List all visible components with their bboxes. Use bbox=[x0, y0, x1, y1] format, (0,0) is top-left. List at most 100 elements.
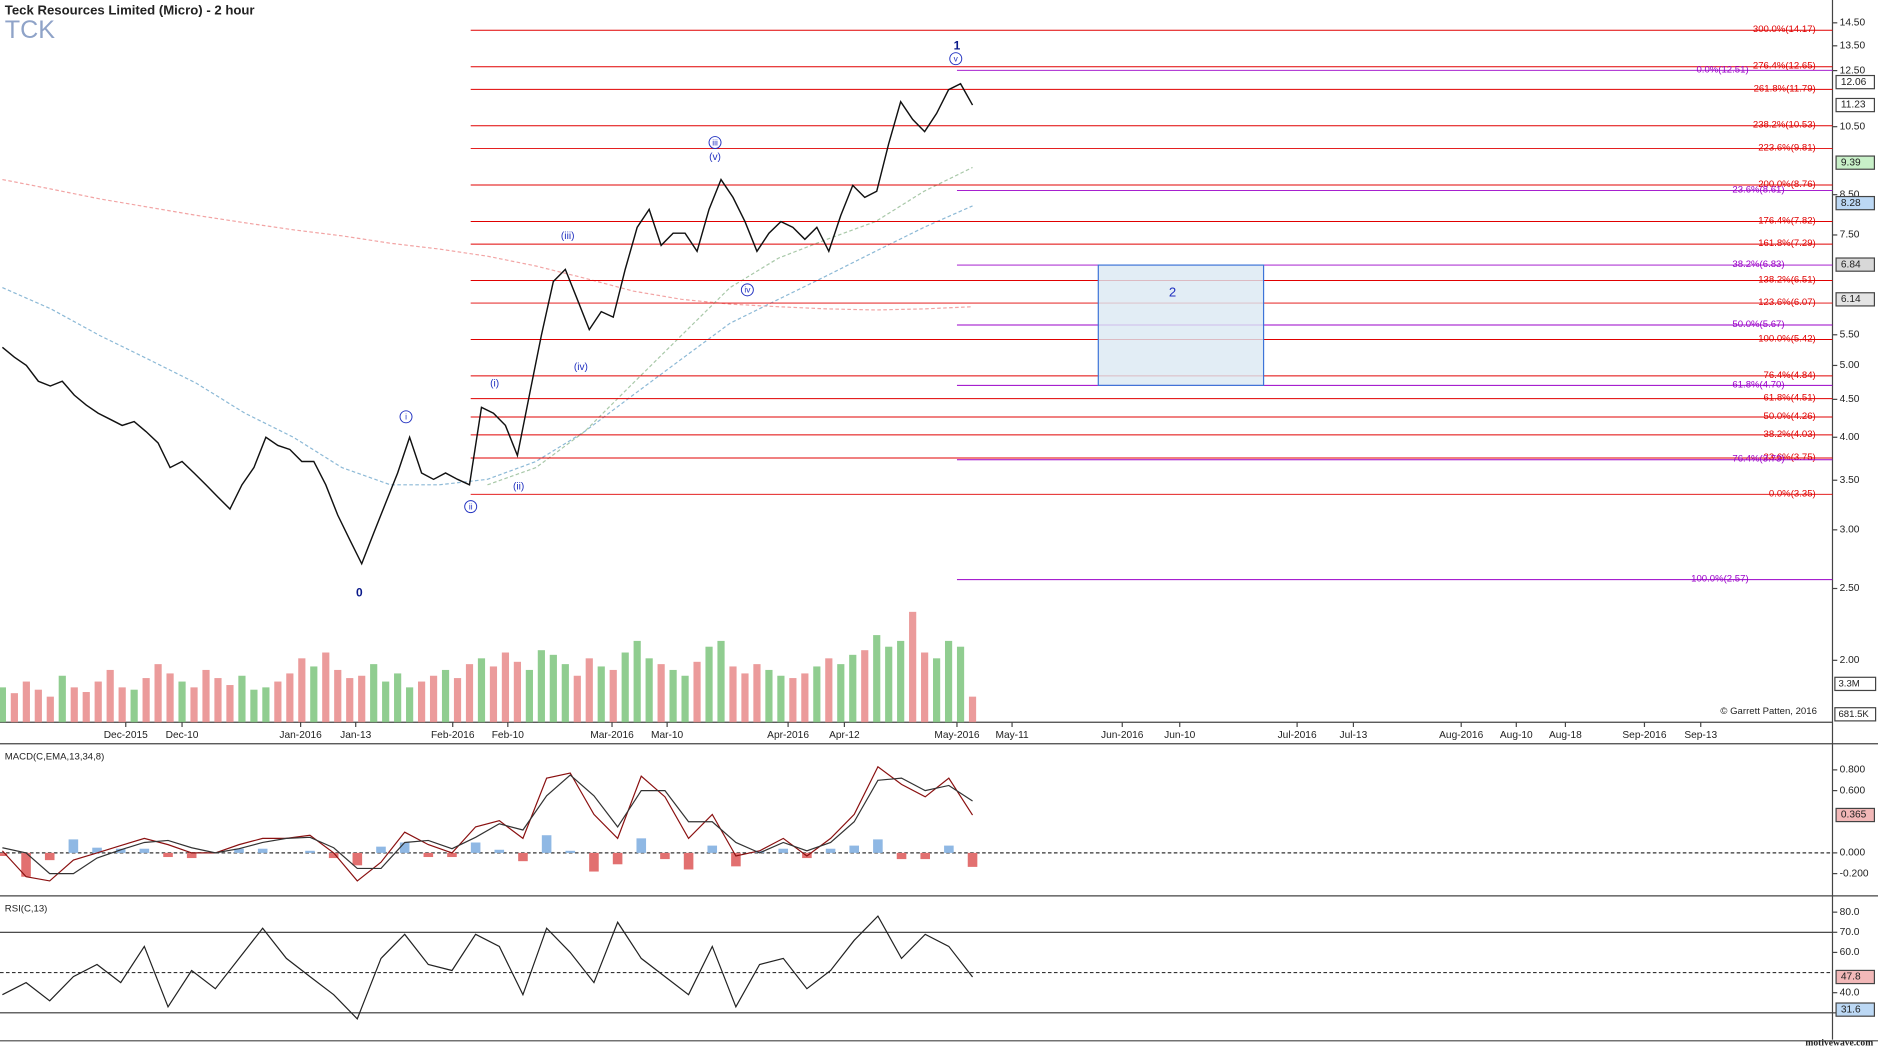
fib-label: 76.4%(4.84) bbox=[1764, 370, 1816, 381]
volume-bar bbox=[417, 681, 426, 723]
histogram-bar bbox=[565, 850, 576, 853]
target-zone bbox=[1097, 264, 1265, 386]
macd-line bbox=[2, 774, 973, 875]
volume-bar bbox=[837, 664, 845, 723]
wave-label: (v) bbox=[709, 152, 721, 163]
y-tick-label: 70.0 bbox=[1840, 927, 1860, 938]
rsi-line bbox=[2, 915, 974, 1020]
price-tag-box bbox=[1835, 195, 1876, 211]
volume-bar bbox=[765, 669, 773, 723]
volume-bar bbox=[573, 675, 581, 723]
fib-label: 261.8%(11.79) bbox=[1754, 83, 1816, 94]
volume-bar bbox=[801, 673, 809, 723]
y-tick-label: 80.0 bbox=[1840, 907, 1860, 918]
fib-label: 138.2%(6.51) bbox=[1758, 274, 1816, 285]
y-tick-label: 40.0 bbox=[1840, 987, 1860, 998]
fib-label: 23.6%(8.61) bbox=[1732, 184, 1784, 195]
moving-average bbox=[2, 205, 973, 486]
volume-bar bbox=[933, 658, 941, 723]
y-tick-label: 14.50 bbox=[1840, 18, 1866, 29]
x-tick-label: Dec-2015 bbox=[104, 730, 148, 741]
volume-bar bbox=[968, 696, 977, 723]
volume-tag-box bbox=[1834, 707, 1877, 722]
volume-bar bbox=[238, 675, 246, 723]
volume-bar bbox=[178, 681, 186, 723]
wave-label: i bbox=[405, 412, 407, 422]
volume-bar bbox=[453, 678, 462, 723]
volume-tag: 3.3M bbox=[1838, 678, 1859, 689]
volume-bar bbox=[741, 673, 749, 723]
histogram-bar bbox=[754, 850, 765, 853]
x-tick-label: May-11 bbox=[995, 730, 1029, 741]
value-tag: 31.6 bbox=[1841, 1004, 1861, 1015]
volume-bar bbox=[46, 696, 54, 723]
volume-bar bbox=[561, 664, 569, 723]
volume-bar bbox=[406, 687, 414, 723]
volume-bar bbox=[70, 687, 78, 723]
x-tick-label: Dec-10 bbox=[166, 730, 199, 741]
volume-bar bbox=[873, 635, 881, 723]
histogram-bar bbox=[589, 852, 599, 872]
volume-bar bbox=[956, 646, 965, 723]
copyright: © Garrett Patten, 2016 bbox=[1720, 706, 1817, 717]
volume-bar bbox=[441, 669, 450, 723]
price-tag: 12.06 bbox=[1841, 77, 1867, 88]
price-tag: 9.39 bbox=[1841, 157, 1861, 168]
wave-label: ii bbox=[469, 501, 473, 511]
volume-bar bbox=[645, 658, 653, 723]
histogram-bar bbox=[447, 852, 457, 858]
x-tick-label: Jun-10 bbox=[1164, 730, 1195, 741]
price-tag: 11.23 bbox=[1841, 100, 1866, 111]
fib-label: 100.0%(2.57) bbox=[1691, 574, 1749, 585]
histogram-bar bbox=[163, 852, 173, 858]
x-tick-label: Mar-10 bbox=[651, 730, 684, 741]
volume-bar bbox=[226, 685, 234, 723]
price-line bbox=[1, 82, 974, 566]
histogram-bar bbox=[92, 847, 102, 853]
y-tick-label: 8.50 bbox=[1840, 189, 1860, 200]
volume-bar bbox=[262, 687, 270, 723]
y-tick-label: 4.00 bbox=[1840, 432, 1860, 443]
volume-bar bbox=[585, 658, 593, 723]
volume-bar bbox=[813, 666, 821, 723]
price-tag-box bbox=[1835, 292, 1876, 307]
volume-bar bbox=[250, 689, 258, 723]
price-tag-box bbox=[1835, 155, 1876, 170]
y-tick-label: 13.50 bbox=[1840, 41, 1866, 52]
volume-bar bbox=[346, 678, 354, 723]
volume-bar bbox=[753, 664, 761, 723]
x-tick-label: Feb-2016 bbox=[431, 730, 475, 741]
x-tick-label: Jul-2016 bbox=[1278, 730, 1317, 741]
volume-bar bbox=[729, 666, 737, 723]
fib-label: 61.8%(4.51) bbox=[1764, 393, 1816, 404]
x-tick-label: Apr-12 bbox=[829, 730, 860, 741]
volume-bar bbox=[537, 650, 545, 723]
volume-bar bbox=[597, 666, 605, 723]
value-tag: 47.8 bbox=[1841, 972, 1861, 983]
volume-bar bbox=[825, 658, 833, 723]
volume-bar bbox=[298, 658, 306, 723]
volume-bar bbox=[693, 661, 701, 723]
histogram-bar bbox=[139, 848, 150, 853]
x-tick-label: Jul-13 bbox=[1340, 730, 1368, 741]
x-tick-label: Feb-10 bbox=[492, 730, 525, 741]
histogram-bar bbox=[920, 852, 931, 860]
histogram-bar bbox=[494, 849, 505, 853]
fib-label: 50.0%(4.26) bbox=[1764, 411, 1816, 422]
volume-bar bbox=[130, 689, 138, 723]
histogram-bar bbox=[541, 835, 552, 853]
histogram-bar bbox=[470, 842, 481, 853]
symbol: TCK bbox=[5, 16, 56, 44]
fib-label: 176.4%(7.82) bbox=[1758, 215, 1816, 226]
wave-label: (iii) bbox=[561, 231, 575, 242]
volume-bar bbox=[82, 692, 90, 723]
y-tick-label: 3.50 bbox=[1840, 475, 1860, 486]
volume-bar bbox=[669, 669, 677, 723]
volume-bar bbox=[609, 669, 617, 723]
volume-bar bbox=[501, 652, 510, 723]
histogram-bar bbox=[636, 838, 647, 853]
histogram-bar bbox=[186, 852, 197, 859]
fib-label: 238.2%(10.53) bbox=[1753, 120, 1816, 131]
histogram-bar bbox=[305, 850, 315, 853]
